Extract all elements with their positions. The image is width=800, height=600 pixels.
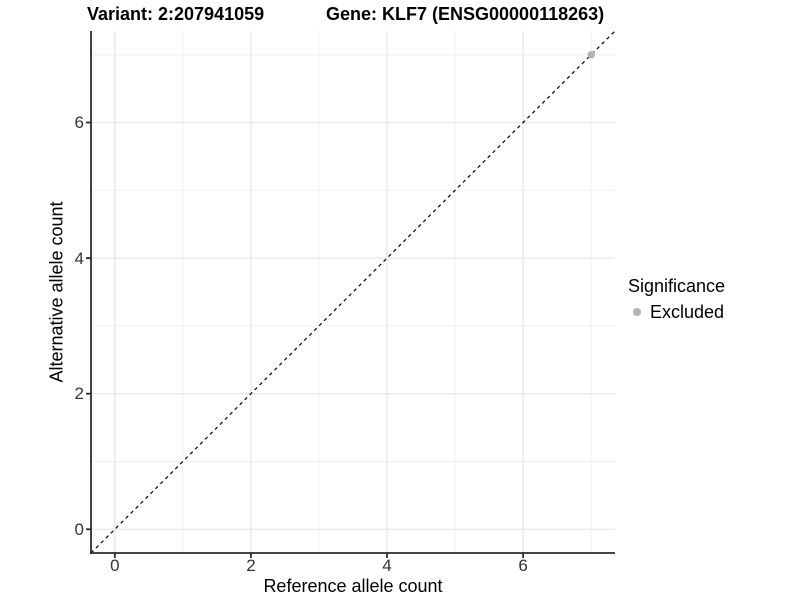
plot-title-gene: Gene: KLF7 (ENSG00000118263) <box>326 4 605 24</box>
excluded-point-icon <box>633 308 641 316</box>
legend-item-label: Excluded <box>650 302 725 322</box>
legend-item-excluded: Excluded <box>633 302 724 322</box>
y-axis-title: Alternative allele count <box>46 201 67 383</box>
x-tick-label: 0 <box>110 556 120 575</box>
legend: Significance Excluded <box>628 276 726 322</box>
x-tick-label: 6 <box>518 556 528 575</box>
y-tick-label: 0 <box>74 519 84 539</box>
x-axis-title: Reference allele count <box>263 576 443 596</box>
data-point-excluded <box>587 51 595 59</box>
x-tick-label: 2 <box>246 556 256 575</box>
plot-title-variant: Variant: 2:207941059 <box>87 4 265 24</box>
y-tick-label: 2 <box>74 384 84 404</box>
legend-title: Significance <box>628 276 726 296</box>
x-tick-label: 4 <box>382 556 392 575</box>
y-tick-label: 6 <box>74 113 84 133</box>
identity-dashed-line <box>90 30 616 554</box>
y-tick-label: 4 <box>74 248 84 268</box>
